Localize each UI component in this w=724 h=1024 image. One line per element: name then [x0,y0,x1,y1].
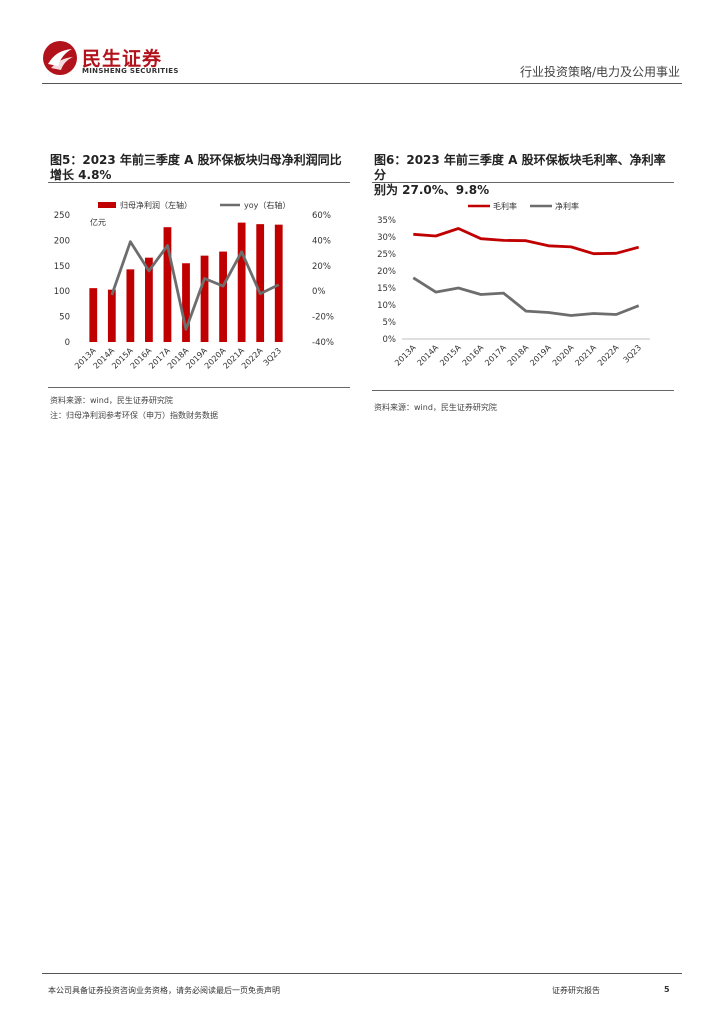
page-number: 5 [664,985,670,994]
legend-swatch-net-profit [98,202,116,208]
y-right-tick-label: -20% [312,313,334,323]
y-right-tick-label: 0% [312,287,326,297]
line-yoy [110,240,280,331]
bar-net-profit [107,289,116,342]
figure5-source: 资料来源：wind，民生证券研究院 [50,396,173,405]
figure5-bottom-rule [48,387,350,388]
y-tick-label: 5% [383,318,397,328]
legend-label-net-margin: 净利率 [555,201,579,211]
y-right-tick-label: -40% [312,338,334,348]
legend-label-yoy: yoy（右轴） [244,200,290,210]
line-net-margin [412,276,640,317]
figure6-source: 资料来源：wind，民生证券研究院 [374,403,497,412]
report-category: 行业投资策略/电力及公用事业 [519,65,680,79]
brand-logo: 民生证券 MINSHENG SECURITIES [42,40,182,80]
y-tick-label: 30% [377,233,396,243]
figure5-note: 注：归母净利润参考环保（申万）指数财务数据 [50,411,218,420]
x-tick-label: 2017A [483,343,508,368]
x-tick-label: 2016A [461,343,486,368]
y-left-tick-label: 0 [65,338,70,348]
y-left-tick-label: 100 [54,287,70,297]
x-tick-label: 2018A [506,343,531,368]
bar-net-profit [200,255,209,342]
figure6-top-rule [372,182,674,183]
y-left-tick-label: 250 [54,211,70,221]
figure5-title-line1: 图5：2023 年前三季度 A 股环保板块归母净利润同比 [50,153,342,167]
bar-net-profit [256,224,265,342]
figure5-title-line2: 增长 4.8% [50,168,112,182]
x-tick-label: 2014A [416,343,441,368]
y-tick-label: 10% [377,301,396,311]
legend-label-gross-margin: 毛利率 [493,201,517,211]
y-tick-label: 35% [377,216,396,226]
footer-disclaimer: 本公司具备证券投资咨询业务资格，请务必阅读最后一页免责声明 [48,986,280,995]
y-tick-label: 0% [383,335,397,345]
y-left-tick-label: 200 [54,236,70,246]
x-tick-label: 3Q23 [622,343,644,365]
y-tick-label: 20% [377,267,396,277]
header-divider [42,83,682,84]
axis-unit-label: 亿元 [90,217,106,227]
figure6-title-line2: 别为 27.0%、9.8% [374,183,490,197]
y-left-tick-label: 150 [54,262,70,272]
y-tick-label: 15% [377,284,396,294]
y-tick-label: 25% [377,250,396,260]
figure5-title: 图5：2023 年前三季度 A 股环保板块归母净利润同比 增长 4.8% [50,153,350,183]
figure5-chart: 归母净利润（左轴） yoy（右轴） 亿元 0 50 100 150 200 250 -40% -20… [54,200,334,371]
x-tick-label: 3Q23 [262,346,284,368]
brand-logo-icon [43,41,77,75]
brand-name-en: MINSHENG SECURITIES [82,67,179,75]
footer-report-type: 证券研究报告 [552,986,600,995]
bar-net-profit [89,288,98,342]
figure6-title: 图6：2023 年前三季度 A 股环保板块毛利率、净利率分 别为 27.0%、9… [374,153,674,198]
bar-net-profit [145,257,153,342]
brand-name-cn: 民生证券 [82,48,163,70]
x-tick-label: 2019A [528,343,553,368]
x-tick-label: 2022A [240,346,265,371]
y-right-tick-label: 60% [312,211,331,221]
bar-net-profit [163,227,172,342]
bar-net-profit [274,224,283,342]
x-tick-label: 2015A [438,343,463,368]
figure6-chart: 毛利率 净利率0%5%10%15%20%25%30%35%2013A2014A20… [377,201,650,368]
bar-net-profit [126,269,135,342]
legend-label-net-profit: 归母净利润（左轴） [120,200,192,210]
figure6-title-line1: 图6：2023 年前三季度 A 股环保板块毛利率、净利率分 [374,153,666,182]
bar-net-profit [219,251,227,342]
x-tick-label: 2013A [393,343,418,368]
footer-divider [42,973,682,974]
y-right-tick-label: 40% [312,236,331,246]
bar-net-profit [182,263,190,342]
x-tick-label: 2022A [596,343,621,368]
y-right-tick-label: 20% [312,262,331,272]
line-gross-margin [413,227,640,256]
bar-net-profit [237,222,246,342]
figure5-top-rule [48,182,350,183]
x-tick-label: 2020A [551,343,576,368]
x-tick-label: 2021A [573,343,598,368]
figure6-bottom-rule [372,390,674,391]
y-left-tick-label: 50 [59,313,70,323]
